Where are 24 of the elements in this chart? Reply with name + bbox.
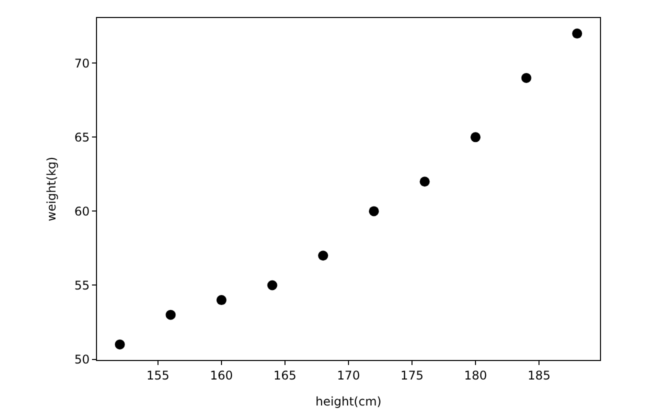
y-tick-label: 60 [74, 204, 90, 218]
point [166, 310, 176, 320]
point [216, 295, 226, 306]
point [318, 250, 328, 261]
x-tick-label: 155 [146, 368, 170, 382]
y-tick-label: 55 [74, 278, 90, 292]
x-tick-label: 170 [337, 368, 360, 382]
y-axis-title: weight(kg) [44, 156, 59, 222]
x-tick-label: 160 [210, 368, 233, 382]
x-tick-label: 185 [528, 368, 550, 382]
point [420, 176, 430, 187]
x-tick-label: 165 [274, 368, 296, 382]
point [267, 280, 278, 290]
x-axis-title: height(cm) [316, 394, 382, 408]
y-tick-label: 50 [74, 352, 90, 366]
y-tick-label: 70 [74, 56, 90, 70]
point [572, 28, 582, 39]
point [521, 72, 532, 83]
point [114, 339, 125, 350]
x-tick-label: 175 [400, 368, 424, 382]
point [368, 206, 379, 216]
y-tick-label: 65 [74, 130, 90, 144]
point [470, 132, 481, 142]
x-tick-label: 180 [464, 368, 487, 382]
